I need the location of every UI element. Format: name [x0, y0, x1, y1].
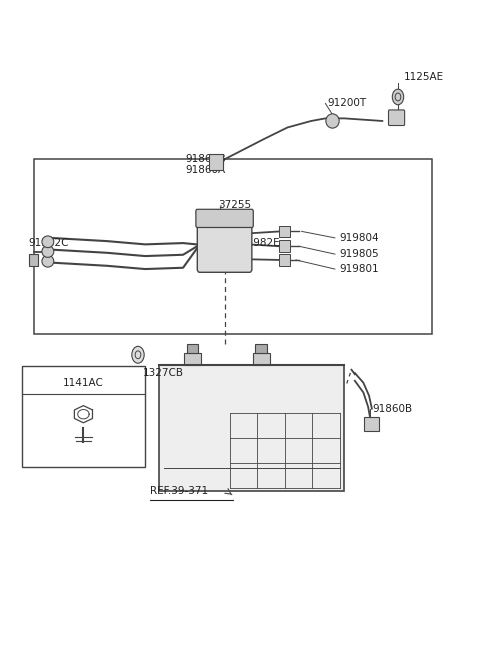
Ellipse shape [326, 114, 339, 128]
FancyBboxPatch shape [388, 110, 405, 126]
Bar [279, 240, 290, 252]
Bar [279, 254, 290, 266]
Text: 91860A: 91860A [185, 164, 226, 175]
Ellipse shape [42, 236, 54, 248]
Bar [22, 366, 145, 467]
Text: REF.39-371: REF.39-371 [150, 486, 208, 496]
Bar [364, 417, 379, 432]
Text: 37255: 37255 [219, 200, 252, 210]
Bar [209, 154, 223, 170]
Bar [252, 353, 270, 365]
Text: 919804: 919804 [340, 233, 379, 243]
Text: 1327CB: 1327CB [143, 368, 184, 378]
Bar [184, 353, 201, 365]
Ellipse shape [42, 255, 54, 267]
Text: 919801: 919801 [340, 264, 379, 274]
Bar [187, 344, 198, 353]
Text: 91982C: 91982C [29, 238, 70, 248]
Text: 91982E: 91982E [240, 238, 280, 248]
FancyBboxPatch shape [196, 210, 253, 227]
Bar [279, 225, 290, 237]
FancyBboxPatch shape [197, 217, 252, 272]
Circle shape [132, 346, 144, 364]
Bar [159, 365, 344, 491]
Text: 91200T: 91200T [328, 98, 367, 109]
Bar [255, 344, 267, 353]
Bar [34, 159, 432, 334]
Text: 1125AE: 1125AE [404, 73, 444, 83]
Ellipse shape [42, 246, 54, 257]
Text: 1141AC: 1141AC [63, 378, 104, 388]
Circle shape [392, 89, 404, 105]
Text: 9186AB: 9186AB [185, 154, 226, 164]
Text: 919805: 919805 [340, 249, 379, 259]
Text: 91860B: 91860B [373, 403, 413, 414]
Bar [29, 254, 38, 266]
